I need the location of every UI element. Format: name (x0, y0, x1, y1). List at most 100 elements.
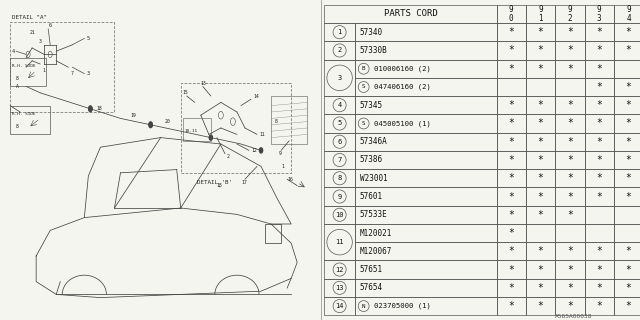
Text: 10: 10 (335, 212, 344, 218)
Text: 9: 9 (279, 151, 282, 156)
Text: *: * (567, 64, 573, 74)
Text: 1: 1 (42, 68, 45, 73)
Text: *: * (508, 228, 514, 238)
Text: 14: 14 (253, 93, 259, 99)
Text: *: * (625, 27, 632, 37)
Bar (497, 5, 526, 23)
Text: 9
0: 9 0 (509, 5, 513, 23)
Bar (556, 41, 584, 60)
Bar (497, 297, 526, 315)
Text: 8: 8 (337, 175, 342, 181)
Bar (497, 96, 526, 114)
Bar (526, 114, 556, 132)
Text: *: * (596, 173, 602, 183)
Text: PARTS CORD: PARTS CORD (383, 9, 437, 19)
Text: 17: 17 (241, 180, 246, 185)
Text: *: * (625, 45, 632, 55)
Bar (526, 132, 556, 151)
Bar (584, 114, 614, 132)
Text: 1: 1 (281, 164, 284, 169)
Text: *: * (625, 191, 632, 202)
Text: 3: 3 (86, 71, 90, 76)
Text: M120021: M120021 (360, 228, 392, 237)
Bar (355, 169, 497, 188)
Text: DETAIL "A": DETAIL "A" (12, 15, 47, 20)
Text: 14: 14 (335, 303, 344, 309)
Text: 7: 7 (337, 157, 342, 163)
Bar (584, 297, 614, 315)
Text: *: * (508, 265, 514, 275)
Bar (584, 132, 614, 151)
Text: 13: 13 (335, 285, 344, 291)
Text: *: * (508, 27, 514, 37)
Text: 57340: 57340 (360, 28, 383, 37)
Bar (556, 114, 584, 132)
Bar (497, 279, 526, 297)
Text: *: * (538, 100, 543, 110)
Bar (584, 260, 614, 279)
Bar (324, 297, 355, 315)
Text: *: * (538, 45, 543, 55)
Text: *: * (596, 27, 602, 37)
Bar (324, 60, 355, 96)
Circle shape (89, 106, 92, 111)
Bar (614, 23, 640, 41)
Text: 57345: 57345 (360, 101, 383, 110)
Text: *: * (508, 137, 514, 147)
Bar (526, 5, 556, 23)
Bar (614, 132, 640, 151)
Bar (324, 151, 355, 169)
Bar (355, 279, 497, 297)
Text: *: * (567, 118, 573, 129)
Bar (526, 78, 556, 96)
Text: *: * (567, 210, 573, 220)
Text: *: * (596, 283, 602, 293)
Bar (526, 23, 556, 41)
Bar (526, 297, 556, 315)
Text: R.H. SIDE: R.H. SIDE (12, 112, 36, 116)
Bar (526, 188, 556, 206)
Text: *: * (596, 246, 602, 256)
Text: *: * (596, 137, 602, 147)
Bar (526, 224, 556, 242)
Bar (526, 279, 556, 297)
Bar (355, 260, 497, 279)
Bar (497, 23, 526, 41)
Text: *: * (538, 210, 543, 220)
Text: *: * (625, 283, 632, 293)
Text: *: * (538, 118, 543, 129)
Circle shape (259, 148, 262, 153)
Bar (355, 188, 497, 206)
Text: 6: 6 (48, 23, 51, 28)
Text: A: A (16, 84, 19, 89)
Bar (584, 96, 614, 114)
Text: DETAIL 'B': DETAIL 'B' (196, 180, 232, 185)
Bar (526, 242, 556, 260)
Text: *: * (596, 265, 602, 275)
Bar (614, 114, 640, 132)
Text: *: * (538, 173, 543, 183)
Text: 57533E: 57533E (360, 210, 387, 219)
Text: 57601: 57601 (360, 192, 383, 201)
Bar (324, 279, 355, 297)
Text: B: B (362, 66, 365, 71)
Text: *: * (596, 82, 602, 92)
Text: *: * (567, 155, 573, 165)
Bar (497, 78, 526, 96)
Text: *: * (508, 191, 514, 202)
Bar (497, 260, 526, 279)
Bar (355, 60, 497, 78)
Text: *: * (625, 301, 632, 311)
Bar (614, 60, 640, 78)
Text: 8: 8 (275, 119, 278, 124)
Bar (556, 224, 584, 242)
Bar (584, 206, 614, 224)
Text: A565A00038: A565A00038 (555, 314, 592, 319)
Text: *: * (625, 173, 632, 183)
Bar (556, 297, 584, 315)
Text: *: * (567, 283, 573, 293)
Text: 4: 4 (337, 102, 342, 108)
Bar (324, 23, 355, 41)
Bar (10, 22, 115, 112)
Bar (355, 224, 497, 242)
